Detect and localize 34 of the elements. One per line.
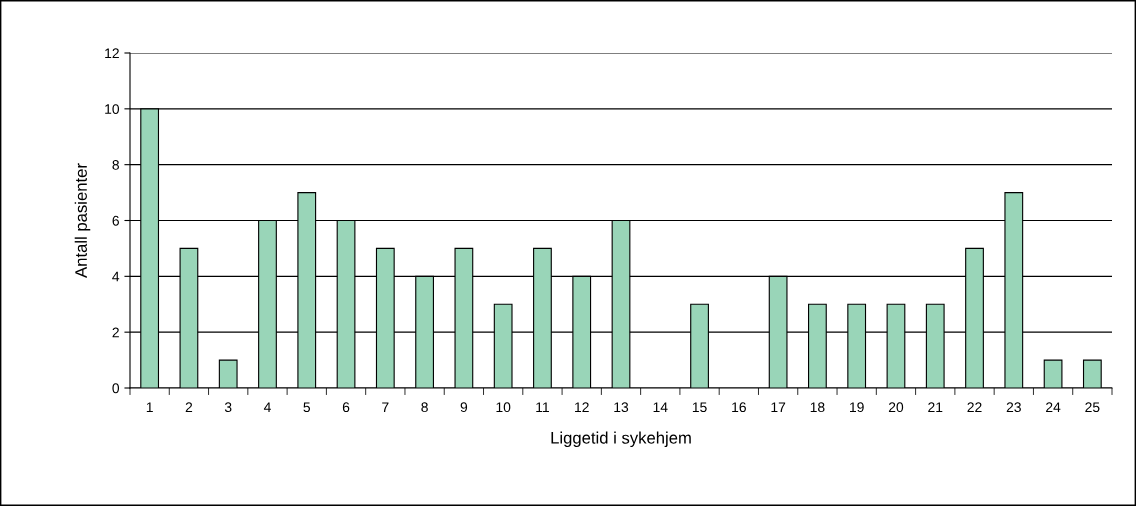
- x-tick-label: 12: [575, 402, 589, 412]
- x-tick-label: 15: [692, 402, 707, 413]
- y-tick-label: 10: [105, 104, 120, 114]
- y-tick-label: 0: [112, 383, 120, 394]
- x-tick-label: 3: [224, 402, 232, 413]
- y-tick-label: 8: [112, 160, 119, 170]
- x-tick-label: 24: [1046, 402, 1061, 412]
- x-tick-label: 5: [303, 402, 311, 413]
- y-tick-label: 12: [105, 48, 119, 59]
- x-tick-label: 20: [888, 402, 904, 413]
- y-tick-label: 6: [112, 215, 119, 226]
- x-tick-label: 2: [185, 402, 193, 412]
- x-tick-label: 25: [1085, 402, 1100, 413]
- x-axis-title: Liggetid i sykehjem: [551, 431, 691, 448]
- x-tick-label: 11: [536, 402, 549, 412]
- x-tick-label: 22: [967, 402, 982, 412]
- x-tick-label: 7: [382, 402, 389, 412]
- x-tick-label: 19: [850, 402, 864, 413]
- x-tick-label: 17: [771, 402, 786, 412]
- y-tick-label: 4: [112, 271, 120, 282]
- x-tick-label: 18: [810, 402, 825, 413]
- x-tick-label: 6: [342, 402, 350, 413]
- x-tick-label: 1: [146, 402, 153, 412]
- y-axis-title: Antall pasienter: [74, 163, 91, 278]
- x-tick-label: 16: [732, 402, 746, 413]
- y-tick-label: 2: [112, 327, 119, 338]
- x-tick-label: 14: [653, 402, 668, 412]
- x-tick-label: 10: [496, 402, 511, 413]
- x-tick-label: 23: [1006, 402, 1021, 413]
- x-tick-label: 4: [263, 402, 271, 412]
- x-tick-label: 8: [421, 402, 428, 413]
- x-tick-label: 13: [614, 402, 629, 413]
- x-tick-label: 9: [460, 402, 468, 413]
- x-tick-label: 21: [928, 402, 943, 412]
